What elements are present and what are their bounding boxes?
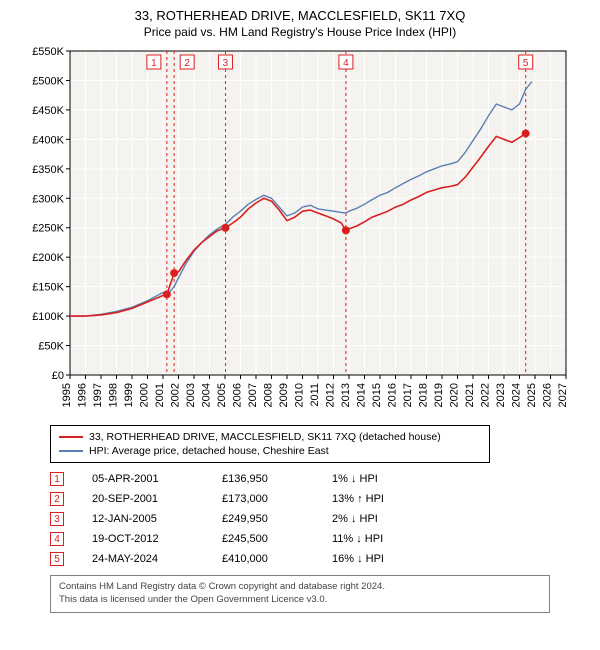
svg-text:2006: 2006 (232, 383, 244, 407)
chart-plot: £0 £50K £100K £150K £200K £250K £300K £350K £400… (20, 45, 580, 415)
svg-text:£450K: £450K (32, 105, 64, 117)
event-row: 2 20-SEP-2001£173,00013% ↑ HPI (50, 489, 490, 509)
svg-text:2000: 2000 (139, 383, 151, 407)
event-price: £136,950 (222, 473, 332, 485)
event-date: 19-OCT-2012 (92, 533, 222, 545)
svg-text:2025: 2025 (526, 383, 538, 407)
svg-text:£250K: £250K (32, 223, 64, 235)
svg-text:2015: 2015 (371, 383, 383, 407)
svg-text:£550K: £550K (32, 46, 64, 58)
svg-text:2022: 2022 (480, 383, 492, 407)
event-delta: 2% ↓ HPI (332, 513, 432, 525)
svg-text:£50K: £50K (38, 341, 64, 353)
svg-text:5: 5 (523, 58, 529, 69)
svg-text:2007: 2007 (247, 383, 259, 407)
svg-text:2027: 2027 (557, 383, 569, 407)
svg-text:2016: 2016 (387, 383, 399, 407)
event-marker: 3 (50, 512, 64, 526)
event-row: 3 12-JAN-2005£249,9502% ↓ HPI (50, 509, 490, 529)
svg-text:2017: 2017 (402, 383, 414, 407)
svg-text:3: 3 (223, 58, 229, 69)
svg-text:1998: 1998 (108, 383, 120, 407)
svg-text:2: 2 (184, 58, 190, 69)
svg-text:1996: 1996 (77, 383, 89, 407)
legend-row: HPI: Average price, detached house, Ches… (59, 444, 481, 458)
event-price: £245,500 (222, 533, 332, 545)
event-date: 20-SEP-2001 (92, 493, 222, 505)
svg-text:2020: 2020 (449, 383, 461, 407)
svg-text:£100K: £100K (32, 311, 64, 323)
event-row: 1 05-APR-2001£136,9501% ↓ HPI (50, 469, 490, 489)
event-delta: 11% ↓ HPI (332, 533, 432, 545)
svg-text:2024: 2024 (511, 383, 523, 407)
svg-text:£300K: £300K (32, 193, 64, 205)
legend-label: 33, ROTHERHEAD DRIVE, MACCLESFIELD, SK11… (89, 431, 441, 443)
events-table: 1 05-APR-2001£136,9501% ↓ HPI 2 20-SEP-2001… (50, 469, 490, 569)
event-row: 5 24-MAY-2024£410,00016% ↓ HPI (50, 549, 490, 569)
chart-title: 33, ROTHERHEAD DRIVE, MACCLESFIELD, SK11… (0, 0, 600, 23)
svg-text:2011: 2011 (309, 383, 321, 407)
svg-text:1999: 1999 (123, 383, 135, 407)
footer-line-1: Contains HM Land Registry data © Crown c… (59, 581, 541, 594)
svg-text:1997: 1997 (92, 383, 104, 407)
svg-text:£500K: £500K (32, 75, 64, 87)
event-delta: 16% ↓ HPI (332, 553, 432, 565)
svg-text:2004: 2004 (201, 383, 213, 407)
svg-text:2010: 2010 (294, 383, 306, 407)
event-marker: 5 (50, 552, 64, 566)
legend-swatch (59, 450, 83, 452)
event-date: 05-APR-2001 (92, 473, 222, 485)
legend-row: 33, ROTHERHEAD DRIVE, MACCLESFIELD, SK11… (59, 430, 481, 444)
event-row: 4 19-OCT-2012£245,50011% ↓ HPI (50, 529, 490, 549)
svg-text:2023: 2023 (495, 383, 507, 407)
legend-swatch (59, 436, 83, 438)
svg-text:1: 1 (151, 58, 157, 69)
event-marker: 4 (50, 532, 64, 546)
event-price: £173,000 (222, 493, 332, 505)
svg-text:2003: 2003 (185, 383, 197, 407)
chart-container: 33, ROTHERHEAD DRIVE, MACCLESFIELD, SK11… (0, 0, 600, 650)
svg-text:2009: 2009 (278, 383, 290, 407)
event-date: 12-JAN-2005 (92, 513, 222, 525)
svg-text:£0: £0 (52, 370, 64, 382)
event-price: £249,950 (222, 513, 332, 525)
footer-line-2: This data is licensed under the Open Gov… (59, 594, 541, 607)
svg-text:£400K: £400K (32, 134, 64, 146)
svg-text:2008: 2008 (263, 383, 275, 407)
legend-label: HPI: Average price, detached house, Ches… (89, 445, 329, 457)
svg-text:2018: 2018 (418, 383, 430, 407)
chart-subtitle: Price paid vs. HM Land Registry's House … (0, 23, 600, 45)
event-price: £410,000 (222, 553, 332, 565)
event-delta: 13% ↑ HPI (332, 493, 432, 505)
svg-text:4: 4 (343, 58, 349, 69)
event-delta: 1% ↓ HPI (332, 473, 432, 485)
svg-text:2021: 2021 (464, 383, 476, 407)
svg-text:2012: 2012 (325, 383, 337, 407)
svg-text:2005: 2005 (216, 383, 228, 407)
event-marker: 2 (50, 492, 64, 506)
svg-text:£150K: £150K (32, 282, 64, 294)
footer-attribution: Contains HM Land Registry data © Crown c… (50, 575, 550, 613)
svg-text:2013: 2013 (340, 383, 352, 407)
svg-text:2014: 2014 (356, 383, 368, 407)
svg-text:1995: 1995 (61, 383, 73, 407)
svg-text:£350K: £350K (32, 164, 64, 176)
svg-text:2019: 2019 (433, 383, 445, 407)
svg-text:£200K: £200K (32, 252, 64, 264)
legend: 33, ROTHERHEAD DRIVE, MACCLESFIELD, SK11… (50, 425, 490, 463)
svg-text:2026: 2026 (542, 383, 554, 407)
event-date: 24-MAY-2024 (92, 553, 222, 565)
svg-text:2002: 2002 (170, 383, 182, 407)
event-marker: 1 (50, 472, 64, 486)
svg-text:2001: 2001 (154, 383, 166, 407)
